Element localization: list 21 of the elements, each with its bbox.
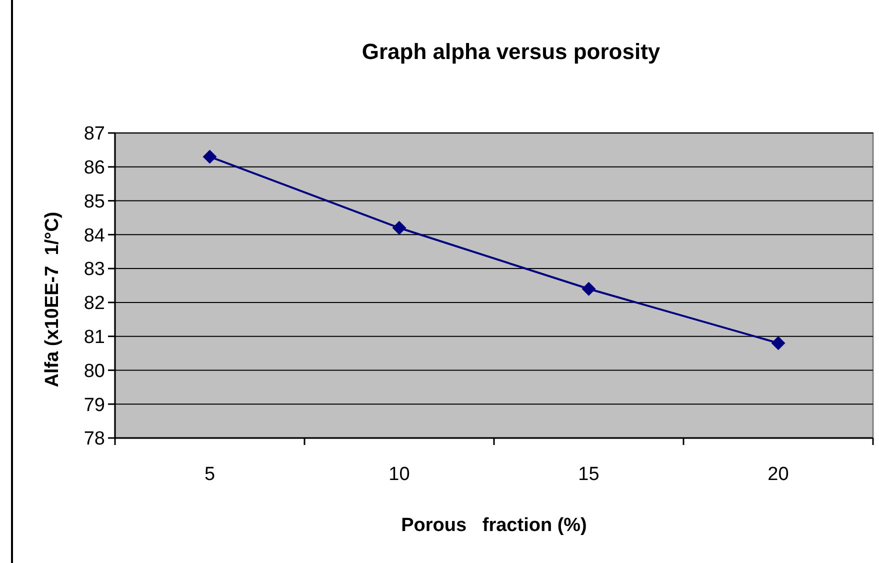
y-tick-label: 79 — [84, 394, 105, 416]
chart-title: Graph alpha versus porosity — [362, 39, 661, 64]
y-tick-label: 84 — [84, 225, 106, 246]
x-tick-label: 15 — [578, 464, 600, 485]
y-tick-label: 82 — [84, 293, 105, 314]
y-tick-label: 80 — [84, 360, 105, 382]
x-axis-title: Porous fraction (%) — [401, 515, 587, 536]
y-tick-label: 85 — [84, 191, 105, 212]
point — [202, 150, 217, 164]
y-tick-label: 78 — [84, 428, 105, 450]
x-tick-label: 20 — [768, 464, 789, 485]
point — [392, 220, 406, 235]
y-tick-label: 81 — [84, 326, 105, 348]
point — [771, 336, 786, 350]
y-tick-label: 83 — [84, 259, 105, 280]
y-axis-title: Alfa (x10EE-7 1/°C) — [42, 212, 63, 388]
x-tick-label: 10 — [388, 464, 410, 485]
x-tick-label: 5 — [204, 464, 216, 485]
point — [582, 282, 596, 296]
y-tick-label: 86 — [84, 158, 105, 179]
y-tick-label: 87 — [84, 124, 105, 145]
